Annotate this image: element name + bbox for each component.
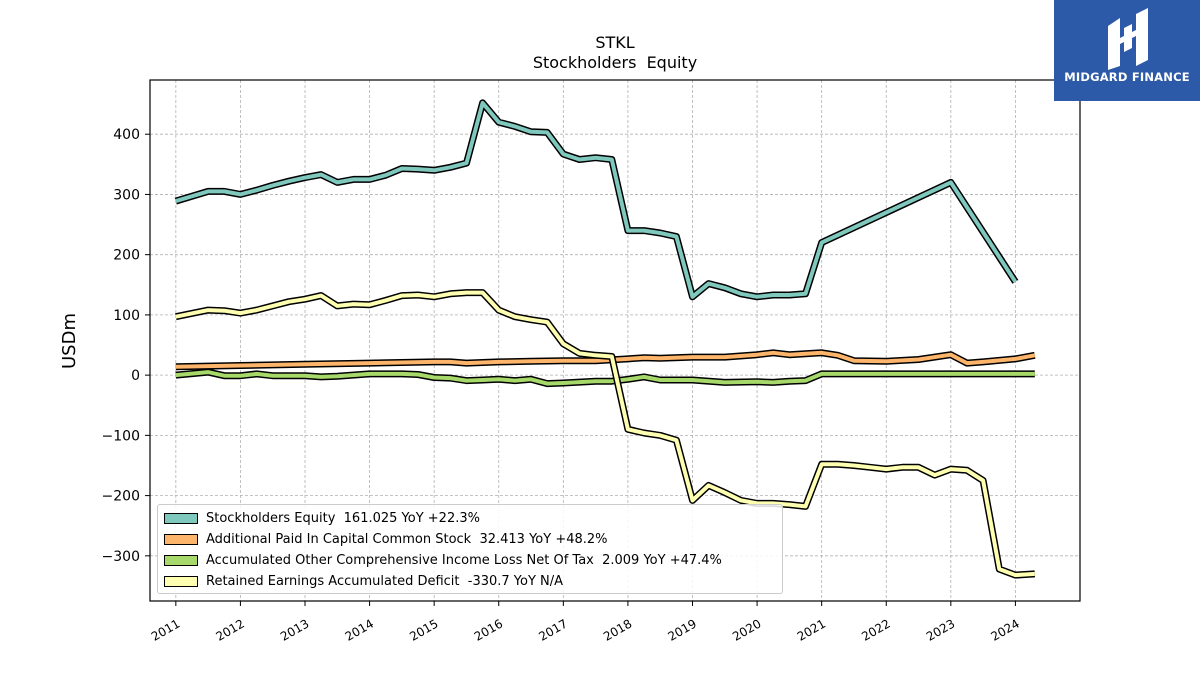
legend-item: Stockholders Equity 161.025 YoY +22.3% bbox=[164, 508, 776, 529]
legend-label: Stockholders Equity 161.025 YoY +22.3% bbox=[206, 511, 480, 526]
legend-swatch bbox=[164, 555, 198, 566]
series-layer bbox=[174, 99, 1036, 579]
x-tick-label: 2018 bbox=[601, 616, 634, 643]
x-tick-label: 2011 bbox=[149, 616, 182, 643]
y-tick-label: 300 bbox=[113, 187, 140, 203]
y-axis: 400 300 200 100 0 −100 −200 −300 bbox=[102, 127, 150, 565]
x-tick-label: 2021 bbox=[795, 616, 828, 643]
x-tick-label: 2013 bbox=[278, 616, 311, 643]
chart-legend: Stockholders Equity 161.025 YoY +22.3% A… bbox=[157, 504, 783, 594]
legend-swatch bbox=[164, 513, 198, 524]
legend-swatch bbox=[164, 576, 198, 587]
x-tick-label: 2020 bbox=[730, 616, 763, 643]
y-axis-label: USDm bbox=[59, 313, 80, 369]
legend-item: Retained Earnings Accumulated Deficit -3… bbox=[164, 571, 776, 592]
legend-item: Additional Paid In Capital Common Stock … bbox=[164, 529, 776, 550]
chart-title: STKL bbox=[595, 33, 634, 52]
y-tick-label: 0 bbox=[131, 368, 140, 384]
x-tick-label: 2019 bbox=[666, 616, 699, 643]
series-line-outline bbox=[174, 99, 1019, 301]
legend-label: Retained Earnings Accumulated Deficit -3… bbox=[206, 574, 564, 589]
legend-swatch bbox=[164, 534, 198, 545]
chart-subtitle: Stockholders Equity bbox=[533, 53, 697, 72]
x-tick-label: 2015 bbox=[407, 616, 440, 643]
brand-logo: MIDGARD FINANCE bbox=[1054, 0, 1200, 101]
x-tick-label: 2024 bbox=[988, 616, 1021, 643]
legend-item: Accumulated Other Comprehensive Income L… bbox=[164, 550, 776, 571]
y-tick-label: −300 bbox=[102, 549, 140, 565]
x-tick-label: 2016 bbox=[472, 616, 505, 643]
series-line bbox=[175, 370, 1035, 386]
x-tick-label: 2012 bbox=[213, 616, 246, 643]
y-tick-label: −200 bbox=[102, 489, 140, 505]
plot-area bbox=[149, 79, 1081, 602]
brand-name: MIDGARD FINANCE bbox=[1064, 70, 1190, 84]
legend-label: Additional Paid In Capital Common Stock … bbox=[206, 532, 608, 547]
x-tick-label: 2022 bbox=[859, 616, 892, 643]
series-line bbox=[175, 100, 1018, 299]
y-tick-label: 200 bbox=[113, 248, 140, 264]
midgard-logo-icon bbox=[1108, 8, 1148, 70]
y-tick-label: 100 bbox=[113, 308, 140, 324]
legend-label: Accumulated Other Comprehensive Income L… bbox=[206, 553, 722, 568]
x-axis: 2011 2012 2013 2014 2015 2016 2017 2018 2019 2020… bbox=[149, 601, 1022, 644]
series-line bbox=[175, 290, 1035, 578]
x-tick-label: 2023 bbox=[924, 616, 957, 643]
y-tick-label: −100 bbox=[102, 428, 140, 444]
x-tick-label: 2014 bbox=[343, 616, 376, 643]
series-line bbox=[175, 350, 1036, 369]
y-tick-label: 400 bbox=[113, 127, 140, 143]
x-tick-label: 2017 bbox=[536, 616, 569, 643]
